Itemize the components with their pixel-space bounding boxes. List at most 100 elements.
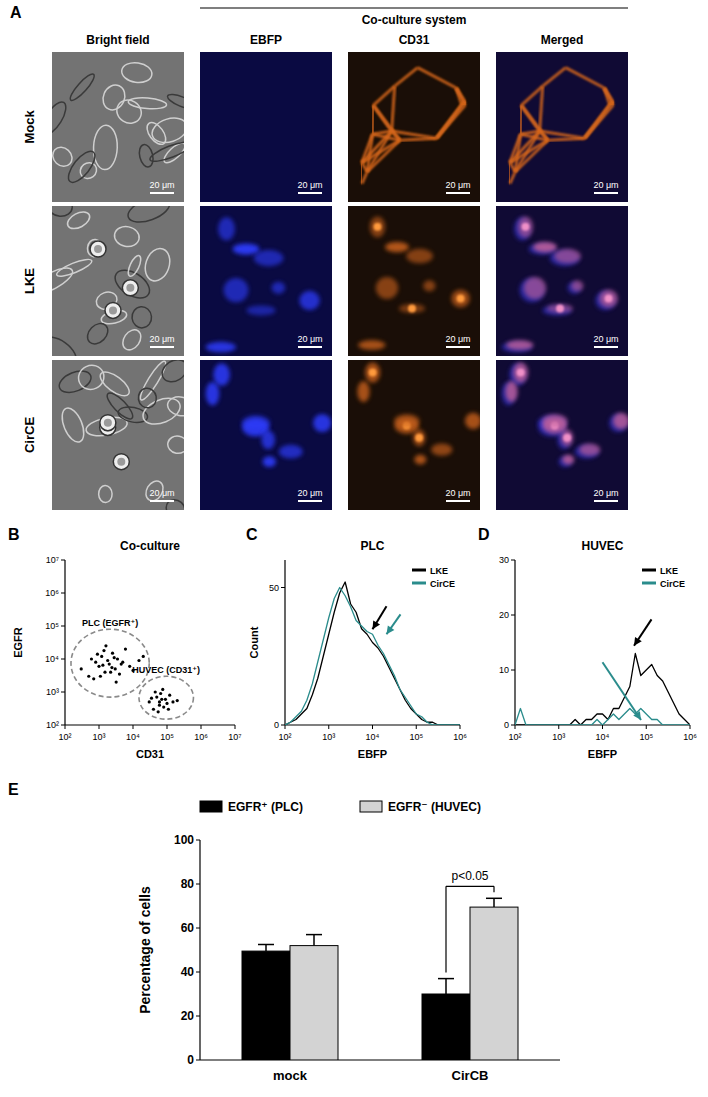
- image-background: [496, 360, 628, 510]
- cell-outline: [141, 245, 174, 284]
- scatter-point: [158, 704, 161, 707]
- gate: [139, 676, 193, 719]
- image-background: [200, 52, 332, 202]
- cell-outline: [166, 435, 184, 455]
- cd31-network: [548, 138, 585, 140]
- cell-outline: [52, 331, 81, 356]
- cell-outline: [128, 97, 167, 111]
- x-tick-label: 10⁴: [126, 732, 140, 742]
- category-label: CirCB: [452, 1068, 489, 1083]
- bright-spot: [373, 223, 381, 231]
- scatter-point: [116, 657, 119, 660]
- y-tick: [281, 725, 285, 726]
- scatter-point: [90, 657, 93, 660]
- y-tick: [196, 972, 200, 973]
- cell-outline: [98, 485, 112, 503]
- cd31-cell: [394, 414, 419, 427]
- scatter-point: [104, 644, 107, 647]
- y-tick: [511, 670, 515, 671]
- cd31-network: [585, 105, 614, 138]
- scatter-point: [100, 655, 103, 658]
- x-tick: [602, 725, 603, 729]
- y-tick: [511, 560, 515, 561]
- scatter-point: [96, 653, 99, 656]
- scatter-point: [106, 659, 109, 662]
- scale-bar-label: 20 μm: [297, 488, 322, 498]
- cd31-network: [456, 88, 465, 105]
- legend-swatch: [642, 569, 656, 572]
- x-tick: [201, 725, 202, 729]
- category-label: mock: [273, 1068, 308, 1083]
- row-label: CirCE: [22, 417, 37, 453]
- arrow-shaft: [373, 606, 387, 629]
- x-tick-label: 10⁴: [596, 732, 610, 742]
- error-cap: [438, 978, 454, 980]
- y-axis: [284, 560, 285, 725]
- bright-spot: [563, 434, 571, 442]
- cell-outline: [55, 256, 94, 279]
- y-tick-label: 10⁴: [45, 654, 59, 664]
- cd31-cell: [562, 455, 574, 465]
- column-header: CD31: [399, 33, 430, 47]
- bright-spot: [521, 223, 529, 231]
- scale-bar: [594, 500, 618, 502]
- scale-bar: [594, 192, 618, 194]
- scatter-point: [165, 702, 168, 705]
- ebfp-cell: [254, 250, 284, 266]
- cell-outline: [52, 98, 70, 137]
- scale-bar-label: 20 μm: [297, 334, 322, 344]
- cd31-network: [566, 68, 605, 88]
- x-axis-label: EBFP: [588, 748, 617, 760]
- cd31-cell: [451, 290, 469, 307]
- scatter-point: [155, 696, 158, 699]
- cd31-cell: [376, 277, 398, 299]
- legend-swatch: [412, 582, 426, 585]
- scatter-point: [110, 666, 113, 669]
- y-tick: [61, 692, 65, 693]
- scatter-point: [111, 652, 114, 655]
- gate: [71, 629, 149, 697]
- chart-title: HUVEC: [581, 539, 623, 553]
- y-tick: [196, 840, 200, 841]
- ebfp-cell: [279, 445, 303, 459]
- x-tick-label: 10²: [508, 732, 521, 742]
- cd31-cell: [506, 340, 533, 349]
- scatter-point: [168, 694, 171, 697]
- cd31-cell: [533, 242, 557, 252]
- y-tick: [196, 1016, 200, 1017]
- column-header: Bright field: [86, 33, 149, 47]
- x-tick-label: 10²: [278, 732, 291, 742]
- cell-outline: [75, 361, 108, 393]
- x-tick: [328, 725, 329, 729]
- ebfp-cell: [263, 456, 276, 467]
- cd31-network: [373, 105, 400, 140]
- error-bar: [265, 945, 267, 952]
- ebfp-cell: [261, 431, 275, 449]
- panel-label: B: [8, 526, 20, 543]
- scatter-point: [176, 699, 179, 702]
- image-background: [496, 206, 628, 356]
- cd31-cell: [571, 280, 583, 291]
- scatter-point: [150, 697, 153, 700]
- legend-label: LKE: [430, 566, 448, 576]
- y-tick-label: 10: [499, 665, 509, 675]
- image-background: [200, 360, 332, 510]
- cd31-network: [362, 134, 373, 162]
- x-tick-label: 10³: [552, 732, 565, 742]
- y-tick-label: 80: [181, 877, 195, 891]
- cd31-cell: [465, 413, 480, 429]
- legend-label: EGFR⁻ (HUVEC): [388, 800, 481, 814]
- cd31-cell: [385, 242, 409, 252]
- scatter-point: [114, 667, 117, 670]
- cd31-network: [400, 138, 437, 140]
- header-line: [200, 7, 628, 8]
- panel-label: A: [10, 4, 22, 21]
- ebfp-cell: [246, 305, 275, 315]
- x-tick-label: 10²: [58, 732, 71, 742]
- bright-spot: [415, 434, 423, 442]
- y-tick-label: 10²: [46, 720, 59, 730]
- y-tick: [61, 560, 65, 561]
- panel-label: E: [8, 781, 19, 798]
- legend-swatch: [200, 801, 222, 812]
- chart-title: PLC: [361, 539, 385, 553]
